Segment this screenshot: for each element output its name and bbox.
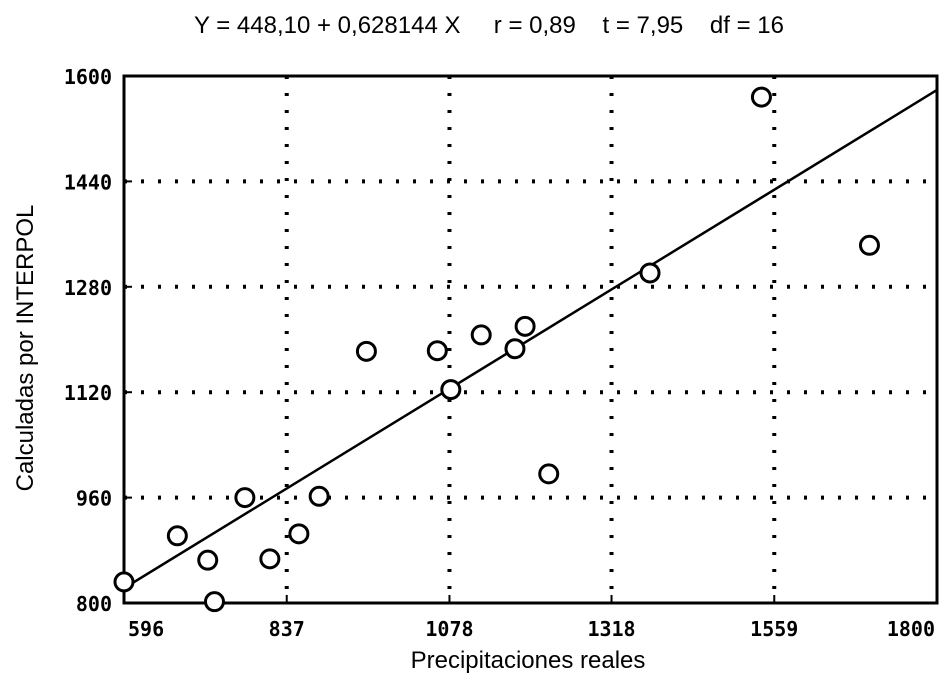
data-point bbox=[504, 338, 526, 360]
y-axis-label: Calculadas por INTERPOL bbox=[12, 205, 39, 492]
data-point bbox=[355, 340, 377, 362]
x-tick-label: 596 bbox=[128, 617, 164, 641]
data-point bbox=[308, 485, 330, 507]
y-tick-label: 960 bbox=[76, 487, 112, 511]
y-tick-label: 1280 bbox=[64, 276, 112, 300]
data-point bbox=[288, 523, 310, 545]
data-point bbox=[440, 379, 462, 401]
data-point bbox=[750, 86, 772, 108]
data-points bbox=[113, 86, 880, 613]
data-point bbox=[259, 548, 281, 570]
data-point bbox=[858, 234, 880, 256]
y-tick-label: 1120 bbox=[64, 381, 112, 405]
x-axis-label: Precipitaciones reales bbox=[411, 647, 646, 674]
data-point bbox=[470, 324, 492, 346]
plot-frame bbox=[122, 74, 939, 605]
y-axis-ticks: 800 960 1120 1280 1440 1600 bbox=[64, 65, 132, 616]
data-point bbox=[426, 340, 448, 362]
data-point bbox=[234, 487, 256, 509]
y-tick-label: 1600 bbox=[64, 65, 112, 89]
data-point bbox=[166, 525, 188, 547]
x-tick-label: 1318 bbox=[587, 617, 635, 641]
grid-lines bbox=[124, 76, 937, 603]
regression-line bbox=[123, 88, 938, 590]
regression-equation-title: Y = 448,10 + 0,628144 X r = 0,89 t = 7,9… bbox=[194, 12, 784, 39]
data-point bbox=[538, 463, 560, 485]
x-axis-ticks: 596 837 1078 1318 1559 1800 bbox=[123, 595, 938, 641]
x-tick-label: 1559 bbox=[750, 617, 798, 641]
data-point bbox=[113, 571, 135, 593]
data-point bbox=[514, 315, 536, 337]
y-tick-label: 1440 bbox=[64, 170, 112, 194]
data-point bbox=[639, 262, 661, 284]
x-tick-label: 1800 bbox=[887, 617, 935, 641]
data-point bbox=[197, 549, 219, 571]
x-tick-label: 837 bbox=[269, 617, 305, 641]
x-tick-label: 1078 bbox=[425, 617, 473, 641]
data-point bbox=[203, 591, 225, 613]
y-tick-label: 800 bbox=[76, 592, 112, 616]
